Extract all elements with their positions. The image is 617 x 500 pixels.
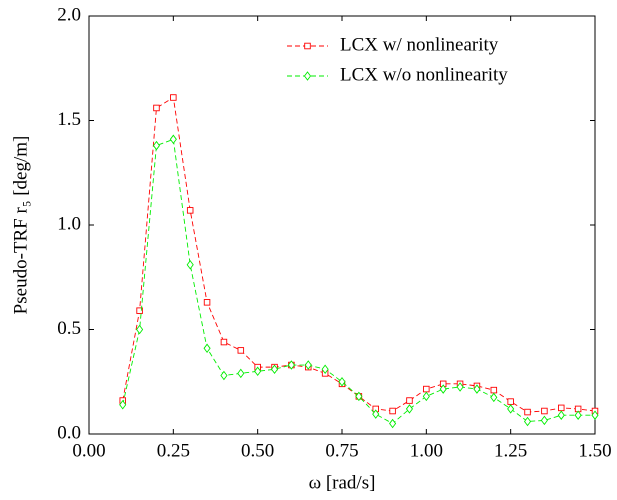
x-tick-label: 0.50 xyxy=(241,440,274,461)
series-line xyxy=(122,138,595,425)
marker xyxy=(540,415,548,426)
marker xyxy=(456,382,464,392)
marker xyxy=(203,299,211,306)
marker xyxy=(406,397,413,404)
marker xyxy=(473,384,481,394)
y-tick-label: 0.5 xyxy=(57,318,81,339)
marker xyxy=(541,407,548,415)
marker xyxy=(389,407,396,415)
y-tick-label: 2.0 xyxy=(57,4,81,25)
marker xyxy=(574,410,582,420)
marker xyxy=(237,347,245,354)
marker xyxy=(507,398,514,405)
x-tick-label: 0.25 xyxy=(157,440,190,461)
marker xyxy=(372,409,380,419)
marker xyxy=(153,104,160,112)
marker xyxy=(389,418,397,429)
y-axis-label: Pseudo-TRF r₅ [deg/m] xyxy=(10,136,31,315)
marker xyxy=(507,404,515,414)
marker xyxy=(186,207,194,214)
marker xyxy=(270,364,279,374)
y-tick-label: 1.0 xyxy=(57,213,81,234)
x-tick-label: 0.00 xyxy=(72,440,105,461)
marker xyxy=(490,392,498,403)
marker xyxy=(170,94,177,101)
marker xyxy=(422,391,430,402)
marker xyxy=(321,364,329,374)
x-tick-label: 0.75 xyxy=(325,440,358,461)
y-tick-label: 1.5 xyxy=(57,109,81,130)
legend-label: LCX w/o nonlinearity xyxy=(340,64,508,85)
legend-label: LCX w/ nonlinearity xyxy=(340,34,499,55)
marker xyxy=(591,410,599,420)
marker xyxy=(405,404,414,414)
x-tick-label: 1.00 xyxy=(410,440,443,461)
marker xyxy=(220,338,228,346)
legend-marker xyxy=(304,42,311,50)
marker xyxy=(169,134,177,145)
marker xyxy=(220,370,228,381)
marker xyxy=(152,140,161,151)
marker xyxy=(523,416,532,427)
marker xyxy=(119,399,127,410)
marker xyxy=(136,324,144,335)
marker xyxy=(439,384,447,394)
marker xyxy=(186,259,194,270)
marker xyxy=(287,360,295,370)
marker xyxy=(490,386,498,394)
legend-marker xyxy=(303,71,312,81)
x-axis-label: ω [rad/s] xyxy=(309,472,376,493)
marker xyxy=(557,410,565,420)
marker xyxy=(254,366,262,377)
marker xyxy=(304,360,312,370)
x-tick-label: 1.25 xyxy=(494,440,527,461)
marker xyxy=(423,385,430,393)
marker xyxy=(558,404,565,412)
marker xyxy=(524,408,531,416)
marker xyxy=(338,377,346,387)
marker xyxy=(203,343,211,354)
marker xyxy=(136,307,143,314)
marker xyxy=(237,368,245,379)
marker xyxy=(355,391,363,402)
x-tick-label: 1.50 xyxy=(578,440,611,461)
series-line xyxy=(122,96,596,413)
y-tick-label: 0.0 xyxy=(57,422,81,443)
